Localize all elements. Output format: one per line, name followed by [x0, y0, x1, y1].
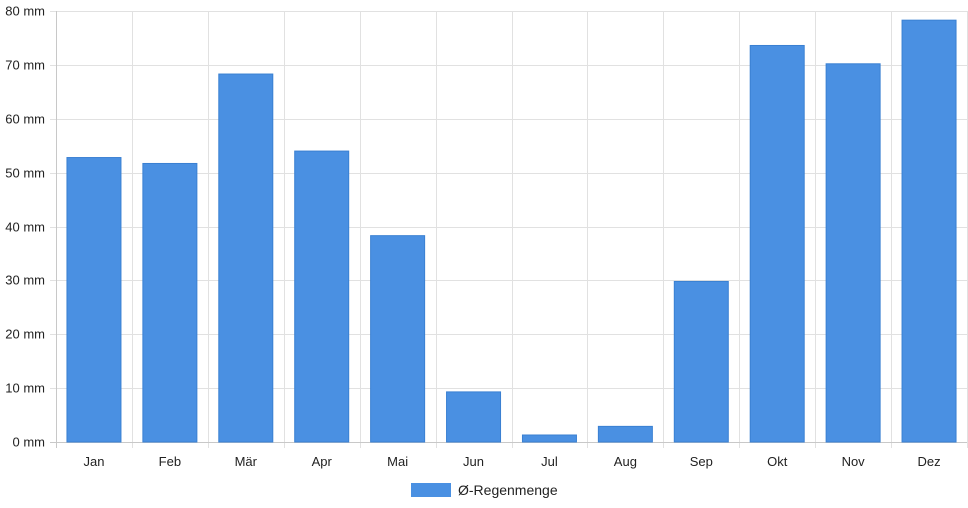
axes	[50, 11, 967, 448]
bar-aug[interactable]	[597, 425, 653, 443]
x-tick-label: Mai	[387, 454, 408, 469]
y-axis-tick-labels: 0 mm 10 mm 20 mm 30 mm 40 mm 50 mm 60 mm 70 mm 8…	[5, 4, 45, 450]
bar-nov[interactable]	[825, 63, 881, 443]
bar-jan[interactable]	[66, 157, 122, 443]
x-axis-tick-labels: Jan Feb Mär Apr Mai Jun Jul Aug Sep Okt Nov Dez	[83, 454, 940, 469]
y-tick-label: 0 mm	[13, 435, 46, 450]
bar-jun[interactable]	[446, 391, 502, 443]
y-tick-label: 80 mm	[5, 4, 45, 19]
x-tick-label: Jul	[541, 454, 558, 469]
x-tick-label: Dez	[917, 454, 940, 469]
bar-feb[interactable]	[142, 162, 198, 443]
bar-apr[interactable]	[294, 150, 350, 443]
y-tick-label: 10 mm	[5, 381, 45, 396]
x-tick-label: Aug	[614, 454, 637, 469]
bar-mär[interactable]	[218, 73, 274, 443]
legend-swatch[interactable]	[411, 483, 451, 497]
x-tick-label: Okt	[767, 454, 788, 469]
bar-jul[interactable]	[521, 434, 577, 443]
legend-label[interactable]: Ø-Regenmenge	[458, 482, 558, 498]
x-tick-label: Jan	[83, 454, 104, 469]
bar-okt[interactable]	[749, 44, 805, 443]
bar-sep[interactable]	[673, 280, 729, 443]
x-tick-label: Jun	[463, 454, 484, 469]
y-tick-label: 40 mm	[5, 220, 45, 235]
y-tick-label: 30 mm	[5, 273, 45, 288]
y-tick-label: 70 mm	[5, 58, 45, 73]
x-tick-label: Feb	[159, 454, 181, 469]
x-tick-label: Nov	[842, 454, 866, 469]
bar-mai[interactable]	[370, 235, 426, 443]
bars	[66, 19, 957, 443]
x-tick-label: Mär	[235, 454, 258, 469]
x-tick-label: Sep	[690, 454, 713, 469]
y-tick-label: 60 mm	[5, 112, 45, 127]
y-tick-label: 50 mm	[5, 166, 45, 181]
bar-dez[interactable]	[901, 19, 957, 443]
x-tick-label: Apr	[312, 454, 333, 469]
y-tick-label: 20 mm	[5, 327, 45, 342]
legend[interactable]: Ø-Regenmenge	[411, 482, 558, 498]
